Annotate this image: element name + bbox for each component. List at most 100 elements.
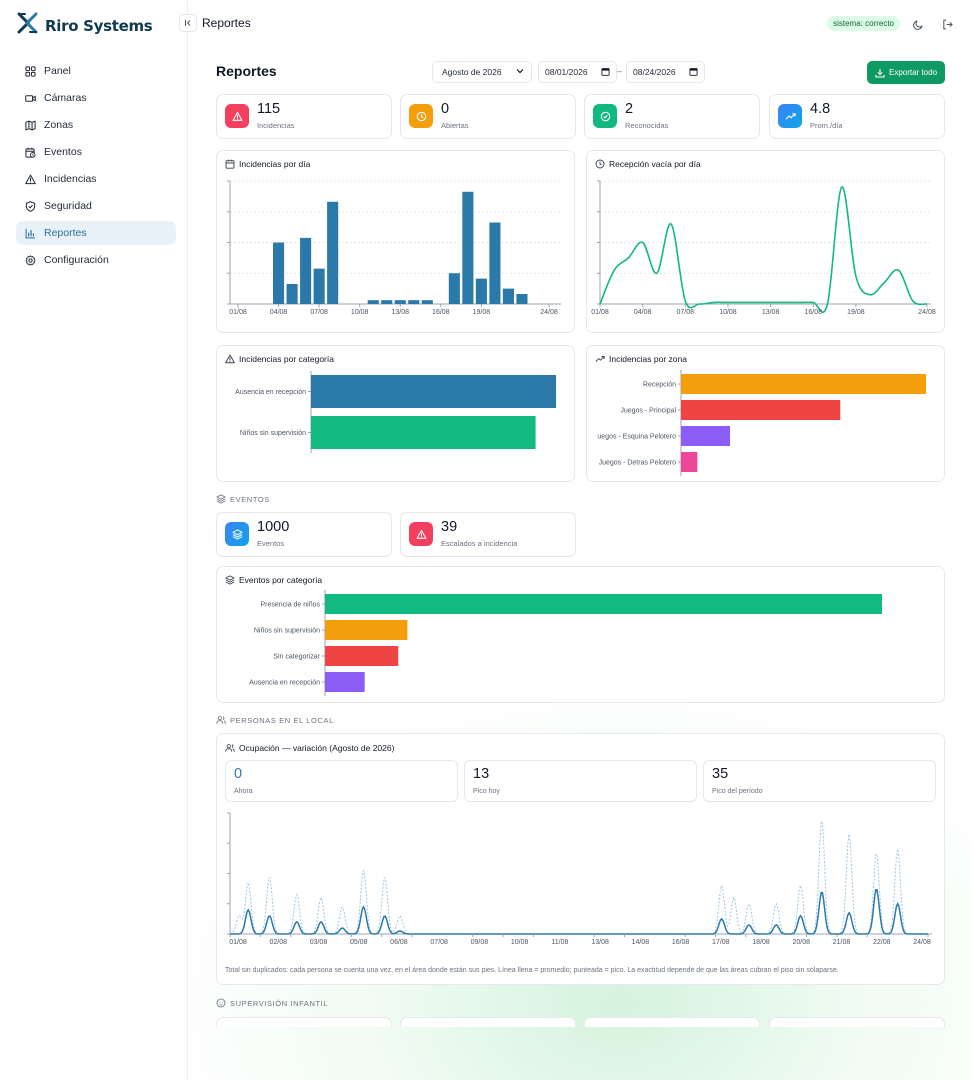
sidebar-item-label: Zonas	[44, 119, 74, 131]
chart-card-recepcion-vacia: Recepción vacía por día 01/08 04/08 07/08 1…	[586, 150, 945, 333]
video-camera-icon	[25, 94, 36, 102]
x-tick-label: 19/08	[473, 309, 491, 316]
main-content: Reportes Agosto de 2026 08/01/2026 – 08/…	[188, 46, 972, 1080]
theme-toggle-button[interactable]	[913, 17, 924, 35]
supervision-card	[769, 1017, 945, 1027]
users-icon	[216, 716, 226, 724]
category-label: Juegos - Detras Pelotero	[599, 460, 677, 467]
category-label: uegos - Esquina Pelotero	[597, 434, 676, 441]
trending-up-icon	[778, 104, 802, 128]
logout-button[interactable]	[942, 17, 953, 35]
x-tick-label: 13/08	[591, 939, 609, 946]
bar-22/08	[516, 294, 528, 304]
bar-chart-icon	[25, 228, 36, 238]
x-tick-label: 11/08	[551, 939, 568, 946]
clock-icon	[409, 104, 433, 128]
x-tick-label: 21/08	[833, 939, 851, 946]
x-tick-label: 10/08	[511, 939, 529, 946]
sidebar-item-incidencias[interactable]: Incidencias	[16, 167, 176, 191]
clock-icon	[595, 159, 605, 169]
sidebar-item-camaras[interactable]: Cámaras	[16, 86, 176, 110]
stat-value: 4.8	[810, 101, 831, 117]
sidebar-item-configuracion[interactable]: Configuración	[16, 248, 176, 272]
date-from-input[interactable]: 08/01/2026	[538, 61, 617, 83]
bar-sin-categorizar	[325, 646, 399, 666]
x-tick-label: 18/08	[752, 939, 770, 946]
section-label-eventos: EVENTOS	[216, 494, 270, 504]
x-tick-label: 06/08	[390, 939, 408, 946]
bar-21/08	[502, 288, 514, 304]
bar-20/08	[489, 222, 501, 304]
brand[interactable]: Riro Systems	[16, 12, 153, 39]
chart-title: Recepción vacía por día	[595, 159, 701, 169]
x-tick-label: 07/08	[430, 939, 448, 946]
x-tick-label: 07/08	[677, 309, 695, 316]
incidents-by-category-chart: Ausencia en recepción Niños sin supervisi…	[235, 371, 556, 453]
bar-07/08	[313, 268, 325, 304]
sidebar-item-seguridad[interactable]: Seguridad	[16, 194, 176, 218]
section-label-personas: PERSONAS EN EL LOCAL	[216, 715, 334, 725]
alert-triangle-icon	[225, 104, 249, 128]
x-tick-label: 04/08	[634, 309, 652, 316]
alert-triangle-icon	[25, 174, 36, 184]
calendar-icon	[225, 159, 235, 169]
x-tick-label: 07/08	[310, 309, 328, 316]
sidebar-item-label: Seguridad	[44, 200, 92, 212]
bar-06/08	[300, 237, 312, 304]
bar-12/08	[381, 300, 393, 304]
occupancy-chart: 01/08 02/08 03/08 05/08 06/08 07/08 09/08 10/08…	[227, 812, 932, 946]
occupancy-peak-period: 35 Pico del período	[703, 760, 936, 802]
bar-ni-os-sin-supervisi-n	[311, 416, 536, 449]
layers-icon	[225, 522, 249, 546]
bar-04/08	[273, 242, 285, 304]
stat-value: 0	[441, 101, 450, 117]
bar-08/08	[327, 201, 339, 304]
bar-ausencia-en-recepci-n	[311, 375, 556, 408]
x-tick-label: 04/08	[270, 309, 288, 316]
stat-value: 115	[257, 101, 281, 117]
stat-label: Eventos	[257, 539, 285, 548]
x-tick-label: 24/08	[913, 939, 931, 946]
x-tick-label: 10/08	[351, 309, 369, 316]
category-label: Niños sin supervisión	[240, 430, 306, 437]
supervision-card	[216, 1017, 392, 1027]
x-tick-label: 22/08	[873, 939, 891, 946]
category-label: Presencia de niños	[260, 602, 320, 609]
stat-card-incidencias: 115 Incidencias	[216, 94, 392, 139]
month-select-value: Agosto de 2026	[442, 67, 502, 77]
chart-title: Eventos por categoría	[225, 575, 322, 585]
sidebar-item-panel[interactable]: Panel	[16, 59, 176, 83]
sidebar-item-reportes[interactable]: Reportes	[16, 221, 176, 245]
export-all-button[interactable]: Exportar todo	[867, 61, 945, 84]
calendar-clock-icon	[25, 147, 36, 158]
topbar-title: Reportes	[202, 16, 251, 30]
category-label: Niños sin supervisión	[254, 628, 320, 635]
moon-icon	[913, 20, 923, 30]
date-to-input[interactable]: 08/24/2026	[626, 61, 705, 83]
stat-label: Escalados a incidencia	[441, 539, 518, 548]
collapse-sidebar-button[interactable]	[179, 14, 197, 32]
incidents-by-zone-chart: Recepción Juegos - Principal uegos - Esqui…	[597, 370, 926, 476]
occupancy-peak-today: 13 Pico hoy	[464, 760, 697, 802]
month-select[interactable]: Agosto de 2026	[432, 61, 532, 83]
x-tick-label: 24/08	[540, 309, 558, 316]
grid-icon	[25, 65, 36, 77]
chart-title: Incidencias por categoría	[225, 354, 334, 364]
export-all-label: Exportar todo	[888, 68, 938, 77]
chart-title: Incidencias por zona	[595, 354, 687, 364]
chart-card-incidencias-por-dia: Incidencias por día 01/08 04/08 07/08 10/08…	[216, 150, 575, 333]
stat-value: 39	[441, 519, 458, 535]
stat-card-promedio: 4.8 Prom./día	[769, 94, 945, 139]
alert-triangle-icon	[225, 354, 235, 364]
sidebar-item-zonas[interactable]: Zonas	[16, 113, 176, 137]
sidebar-item-eventos[interactable]: Eventos	[16, 140, 176, 164]
chart-title: Incidencias por día	[225, 159, 310, 169]
category-label: Ausencia en recepción	[235, 389, 306, 396]
x-tick-label: 17/08	[712, 939, 730, 946]
brand-name: Riro Systems	[45, 16, 153, 35]
events-by-category-chart: Presencia de niños Niños sin supervisión S…	[249, 590, 882, 696]
logout-icon	[943, 19, 953, 30]
bar-05/08	[286, 284, 298, 304]
brand-logo-icon	[16, 12, 39, 39]
x-tick-label: 16/08	[432, 309, 450, 316]
